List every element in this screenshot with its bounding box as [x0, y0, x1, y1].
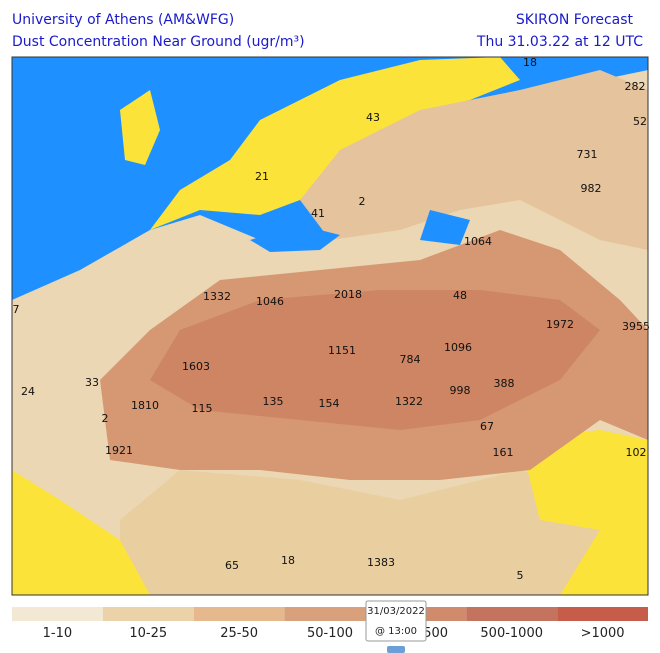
map-value-label: 65 — [225, 559, 239, 572]
map-value-label: 1383 — [367, 556, 395, 569]
institution: University of Athens (AM&WFG) — [12, 12, 234, 28]
map-frame — [11, 56, 649, 596]
map-value-label: 18 — [523, 56, 537, 69]
legend-label: 25-50 — [220, 626, 258, 641]
map-value-label: 67 — [480, 420, 494, 433]
map-value-label: 2 — [359, 195, 366, 208]
map-value-label: 1322 — [395, 395, 423, 408]
map — [12, 57, 648, 595]
map-value-label: 388 — [494, 377, 515, 390]
legend-label: 500-1000 — [480, 626, 543, 641]
map-value-label: 5 — [517, 569, 524, 582]
map-value-label: 731 — [577, 148, 598, 161]
map-value-label: 1096 — [444, 341, 472, 354]
map-value-label: 1603 — [182, 360, 210, 373]
map-value-label: 48 — [453, 289, 467, 302]
valid-time: Thu 31.03.22 at 12 UTC — [476, 34, 643, 50]
map-value-label: 1151 — [328, 344, 356, 357]
model: SKIRON Forecast — [516, 12, 634, 28]
map-value-label: 7 — [13, 303, 20, 316]
legend-swatch — [557, 607, 648, 621]
tooltip-date: 31/03/2022 — [367, 606, 425, 617]
map-value-label: 3955 — [622, 320, 650, 333]
legend-label: >1000 — [581, 626, 625, 641]
map-value-label: 1921 — [105, 444, 133, 457]
map-value-label: 1810 — [131, 399, 159, 412]
map-value-label: 43 — [366, 111, 380, 124]
map-value-label: 135 — [263, 395, 284, 408]
map-value-label: 2 — [102, 412, 109, 425]
legend-swatch — [193, 607, 285, 621]
tooltip-time: @ 13:00 — [375, 626, 417, 637]
legend-label: 1-10 — [43, 626, 73, 641]
legend-swatch — [284, 607, 376, 621]
legend-swatch — [466, 607, 558, 621]
map-value-label: 161 — [493, 446, 514, 459]
map-value-label: 1332 — [203, 290, 231, 303]
map-value-label: 52 — [633, 115, 647, 128]
map-value-label: 998 — [450, 384, 471, 397]
map-value-label: 282 — [625, 80, 646, 93]
legend-swatch — [12, 607, 103, 621]
map-value-label: 21 — [255, 170, 269, 183]
map-value-label: 982 — [581, 182, 602, 195]
time-tooltip: 31/03/2022 @ 13:00 — [365, 600, 427, 653]
product: Dust Concentration Near Ground (ugr/m³) — [12, 34, 305, 50]
map-value-label: 102 — [626, 446, 647, 459]
legend-label: 10-25 — [129, 626, 167, 641]
map-value-label: 41 — [311, 207, 325, 220]
map-value-label: 18 — [281, 554, 295, 567]
map-value-label: 24 — [21, 385, 35, 398]
map-value-label: 2018 — [334, 288, 362, 301]
map-value-label: 1972 — [546, 318, 574, 331]
legend-swatch — [102, 607, 194, 621]
legend-label: 50-100 — [307, 626, 353, 641]
map-value-label: 1064 — [464, 235, 492, 248]
map-value-label: 784 — [400, 353, 421, 366]
map-value-label: 1046 — [256, 295, 284, 308]
map-value-label: 115 — [192, 402, 213, 415]
map-value-label: 33 — [85, 376, 99, 389]
map-value-label: 154 — [319, 397, 340, 410]
